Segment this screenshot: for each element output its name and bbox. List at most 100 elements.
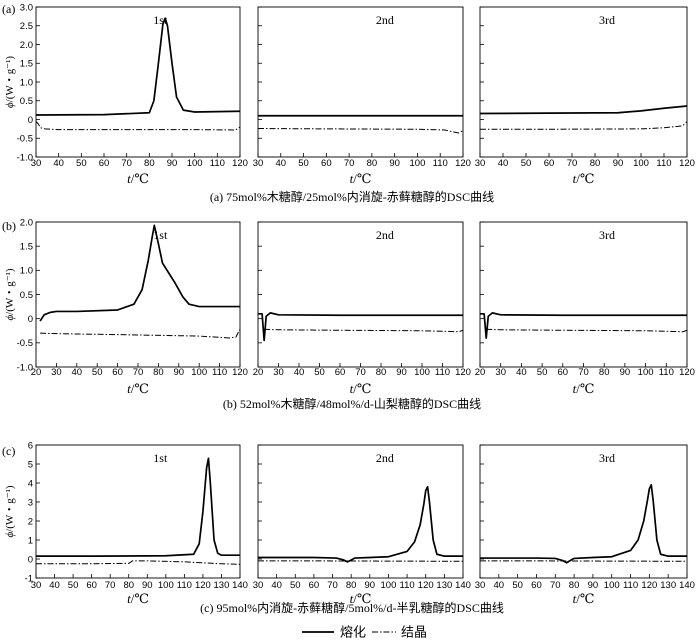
x-tick-label: 120 [455, 367, 471, 378]
x-axis-label-unit: /℃ [353, 171, 371, 186]
x-tick-label: 130 [214, 580, 230, 591]
x-tick-label: 70 [327, 580, 338, 591]
x-tick-label: 70 [355, 367, 366, 378]
x-tick-label: 60 [544, 158, 555, 169]
crystallization-curve [264, 328, 464, 333]
x-tick-label: 40 [275, 158, 286, 169]
x-tick-label: 50 [537, 367, 548, 378]
x-tick-label: 90 [620, 367, 631, 378]
x-tick-label: 70 [578, 367, 589, 378]
y-tick-label: 1.5 [20, 59, 33, 70]
x-tick-label: 110 [433, 158, 448, 169]
x-tick-label: 80 [367, 158, 378, 169]
y-tick-label: -1.0 [17, 362, 33, 373]
x-tick-label: 90 [167, 158, 178, 169]
plot-frame [35, 444, 241, 579]
x-axis-label: t/℃ [350, 381, 372, 396]
x-tick-label: 140 [679, 580, 695, 591]
x-tick-label: 110 [435, 367, 450, 378]
melting-curve [39, 224, 240, 322]
x-axis-label: t/℃ [127, 171, 149, 186]
plot-frame [479, 221, 688, 368]
x-tick-label: 120 [679, 367, 695, 378]
cycle-label: 1st [153, 228, 168, 242]
x-axis-label-unit: /℃ [131, 381, 149, 396]
y-tick-label: 0 [28, 554, 33, 565]
x-tick-label: 130 [436, 580, 452, 591]
x-tick-label: 40 [53, 158, 64, 169]
x-tick-label: 40 [72, 367, 83, 378]
x-tick-label: 110 [210, 158, 225, 169]
x-axis-label-unit: /℃ [131, 591, 149, 606]
x-tick-label: 90 [142, 580, 153, 591]
subplot-1st: 20 30 40 50 60 70 80 90 100 110 120 -1.0 -0.5 0 0.5 1.0… [17, 217, 248, 396]
crystallization-curve [40, 329, 241, 339]
x-tick-label: 80 [599, 367, 610, 378]
cycle-label: 1st [153, 451, 168, 465]
plot-frame [257, 444, 464, 579]
x-tick-label: 120 [232, 367, 248, 378]
melting-curve [479, 105, 688, 115]
x-tick-label: 60 [558, 367, 569, 378]
y-tick-label: 1 [28, 535, 33, 546]
cycle-label: 3rd [599, 228, 615, 242]
x-tick-label: 40 [516, 367, 527, 378]
panel-caption: (b) 52mol%木糖醇/48mol%/d-山梨糖醇的DSC曲线 [223, 396, 481, 411]
x-tick-label: 60 [112, 367, 123, 378]
cycle-label: 2nd [376, 451, 394, 465]
x-tick-label: 120 [232, 158, 248, 169]
x-tick-label: 30 [31, 158, 42, 169]
x-tick-label: 120 [641, 580, 657, 591]
x-axis-label-unit: /℃ [576, 381, 594, 396]
x-tick-label: 90 [389, 158, 400, 169]
x-tick-label: 70 [121, 158, 132, 169]
x-tick-label: 110 [177, 580, 192, 591]
plot-frame [479, 6, 688, 158]
x-tick-label: 30 [475, 580, 486, 591]
y-axis-label-symbol: ϕ [4, 102, 16, 108]
x-tick-label: 80 [569, 580, 580, 591]
x-tick-label: 40 [294, 367, 305, 378]
panel-tag: (a) [2, 2, 15, 16]
x-tick-label: 60 [321, 158, 332, 169]
x-tick-label: 30 [495, 367, 506, 378]
x-tick-label: 50 [290, 580, 301, 591]
x-axis-label-symbol: t [573, 171, 577, 186]
x-axis-label-unit: /℃ [353, 381, 371, 396]
x-tick-label: 50 [92, 367, 103, 378]
panel-a: (a) ϕ/(W・g⁻¹) 30 40 50 60 70 80 90 100 110 120 -1.0 -… [2, 2, 695, 204]
x-tick-label: 20 [31, 367, 42, 378]
x-tick-label: 30 [273, 367, 284, 378]
x-tick-label: 60 [335, 367, 346, 378]
x-tick-label: 90 [174, 367, 185, 378]
x-tick-label: 70 [133, 367, 144, 378]
x-tick-label: 80 [346, 580, 357, 591]
melting-curve [258, 485, 463, 563]
x-tick-label: 60 [309, 580, 320, 591]
x-axis-label-symbol: t [127, 381, 131, 396]
plot-frame [35, 6, 241, 158]
x-tick-label: 110 [400, 580, 415, 591]
x-tick-label: 50 [521, 158, 532, 169]
y-axis-label: ϕ/(W・g⁻¹) [4, 56, 16, 108]
y-tick-label: 0.5 [20, 290, 33, 301]
y-tick-label: -1 [25, 573, 33, 584]
x-tick-label: 100 [191, 367, 207, 378]
y-axis-label-symbol: ϕ [4, 315, 16, 321]
x-tick-label: 100 [414, 367, 430, 378]
y-tick-label: -0.5 [17, 338, 33, 349]
subplot-3rd: 30 40 50 60 70 80 90 100 110 120 130 140 3rd t/℃ [475, 444, 695, 606]
panel-c: (c)ϕ/(W・g⁻¹)30 40 50 60 70 80 90 100 110 120 130 14… [2, 440, 695, 615]
y-tick-label: 6 [28, 440, 33, 451]
x-axis-label-unit: /℃ [576, 591, 594, 606]
cycle-label: 3rd [599, 13, 615, 27]
plot-frame [479, 444, 688, 579]
x-axis-label: t/℃ [350, 171, 372, 186]
plot-frame [257, 6, 464, 158]
melting-curve [36, 457, 240, 557]
x-tick-label: 20 [475, 367, 486, 378]
x-tick-label: 120 [455, 158, 471, 169]
x-tick-label: 80 [123, 580, 134, 591]
x-tick-label: 60 [531, 580, 542, 591]
x-tick-label: 40 [271, 580, 282, 591]
